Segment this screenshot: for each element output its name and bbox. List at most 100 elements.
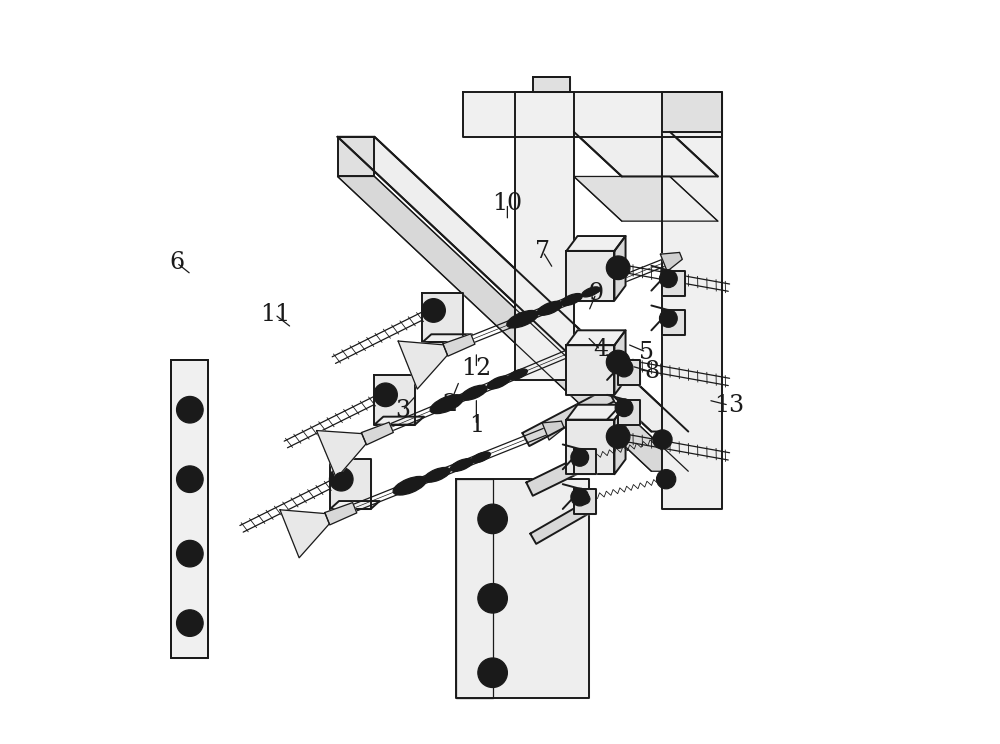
Text: 6: 6 (169, 251, 184, 275)
Polygon shape (361, 423, 393, 445)
Ellipse shape (568, 298, 576, 302)
Circle shape (653, 430, 672, 449)
Polygon shape (618, 360, 640, 385)
Polygon shape (662, 310, 685, 336)
Polygon shape (566, 330, 626, 345)
Ellipse shape (545, 306, 555, 311)
Polygon shape (574, 176, 718, 221)
Polygon shape (614, 236, 626, 301)
Circle shape (657, 469, 676, 489)
Circle shape (483, 663, 502, 682)
Polygon shape (614, 330, 626, 395)
Ellipse shape (582, 287, 600, 297)
Circle shape (177, 540, 203, 567)
Text: 9: 9 (588, 282, 604, 305)
Polygon shape (338, 137, 688, 432)
Circle shape (612, 430, 625, 443)
Circle shape (606, 256, 630, 280)
Ellipse shape (537, 301, 562, 315)
Text: 1: 1 (469, 414, 484, 437)
Ellipse shape (430, 395, 463, 414)
Circle shape (580, 494, 590, 504)
Ellipse shape (440, 400, 453, 408)
Polygon shape (515, 92, 574, 380)
Text: 12: 12 (461, 357, 491, 379)
Polygon shape (574, 449, 596, 474)
Circle shape (427, 304, 440, 317)
Circle shape (612, 261, 625, 275)
Text: 10: 10 (492, 192, 522, 215)
Polygon shape (530, 504, 588, 544)
Polygon shape (662, 271, 685, 295)
Polygon shape (660, 252, 682, 272)
Circle shape (483, 589, 502, 608)
Polygon shape (171, 360, 208, 658)
Ellipse shape (514, 373, 521, 376)
Polygon shape (330, 459, 371, 509)
Text: 2: 2 (442, 393, 457, 416)
Ellipse shape (393, 476, 426, 495)
Text: 13: 13 (714, 394, 744, 417)
Ellipse shape (424, 467, 450, 482)
Polygon shape (579, 337, 601, 356)
Text: 3: 3 (395, 399, 410, 422)
Polygon shape (374, 417, 424, 425)
Circle shape (379, 388, 392, 402)
Polygon shape (398, 341, 447, 389)
Text: 8: 8 (645, 361, 660, 383)
Circle shape (612, 356, 625, 369)
Circle shape (615, 399, 633, 417)
Text: 7: 7 (535, 240, 550, 263)
Ellipse shape (450, 458, 473, 472)
Ellipse shape (494, 380, 503, 385)
Polygon shape (317, 431, 366, 478)
Polygon shape (542, 421, 564, 440)
Circle shape (661, 474, 671, 484)
Circle shape (478, 504, 507, 533)
Polygon shape (325, 503, 357, 525)
Polygon shape (456, 479, 493, 698)
Polygon shape (526, 443, 614, 496)
Circle shape (606, 350, 630, 374)
Circle shape (335, 472, 348, 486)
Polygon shape (566, 251, 614, 301)
Text: 4: 4 (593, 339, 608, 362)
Circle shape (177, 610, 203, 636)
Polygon shape (422, 292, 463, 342)
Ellipse shape (461, 385, 487, 400)
Ellipse shape (432, 472, 442, 478)
Circle shape (572, 449, 591, 469)
Text: 11: 11 (260, 303, 290, 326)
Ellipse shape (457, 463, 466, 467)
Circle shape (478, 583, 507, 613)
Ellipse shape (587, 290, 594, 294)
Polygon shape (566, 345, 614, 395)
Ellipse shape (508, 369, 527, 380)
Polygon shape (456, 479, 589, 698)
Circle shape (660, 310, 677, 327)
Circle shape (181, 401, 199, 419)
Ellipse shape (469, 390, 479, 396)
Circle shape (571, 449, 589, 466)
Circle shape (181, 545, 199, 562)
Circle shape (615, 359, 633, 377)
Polygon shape (614, 405, 626, 474)
Polygon shape (618, 400, 640, 425)
Polygon shape (574, 489, 596, 514)
Polygon shape (463, 92, 722, 137)
Circle shape (181, 470, 199, 488)
Text: 5: 5 (639, 341, 654, 364)
Polygon shape (574, 132, 718, 176)
Polygon shape (566, 405, 626, 420)
Ellipse shape (471, 452, 491, 463)
Polygon shape (338, 137, 374, 176)
Circle shape (478, 658, 507, 687)
Circle shape (374, 383, 397, 407)
Circle shape (422, 298, 445, 322)
Circle shape (329, 467, 353, 491)
Circle shape (177, 466, 203, 493)
Polygon shape (280, 510, 329, 558)
Circle shape (181, 615, 199, 632)
Ellipse shape (487, 376, 510, 389)
Circle shape (571, 488, 589, 506)
